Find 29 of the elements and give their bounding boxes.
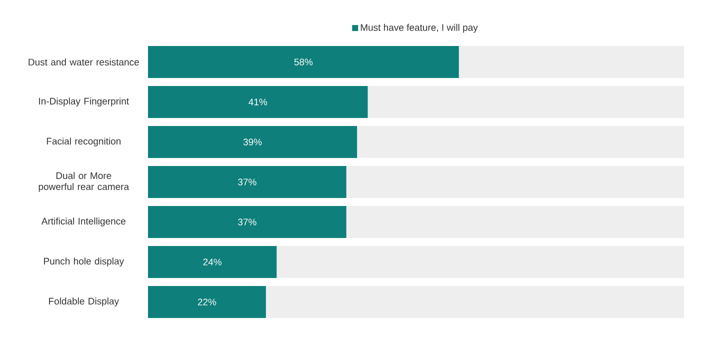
legend-label: Must have feature, I will pay [360, 24, 478, 33]
bar [276, 246, 684, 278]
y-tick-label: Facial recognition [46, 138, 121, 146]
data-label: 37% [238, 218, 256, 226]
bar [266, 286, 684, 318]
bar [148, 126, 358, 158]
bar [148, 246, 277, 278]
bar [148, 286, 266, 318]
data-label: 41% [248, 98, 268, 106]
bar [148, 46, 459, 78]
bar [346, 206, 684, 238]
y-tick-label: Punch hole display [44, 258, 124, 266]
data-label: 39% [243, 138, 262, 146]
y-tick-label: Artificial Intelligence [41, 218, 126, 226]
bar [346, 166, 684, 198]
data-label: 58% [294, 58, 313, 66]
data-label: 24% [203, 258, 222, 266]
bar [368, 86, 684, 118]
y-tick-label: In-Display Fingerprint [39, 98, 129, 106]
bar [458, 46, 684, 78]
bar [148, 86, 368, 118]
data-label: 22% [198, 298, 216, 306]
y-tick-label: Dust and water resistance [28, 58, 139, 66]
y-tick-label: Dual or More powerful rear camera [38, 172, 130, 192]
bar [357, 126, 684, 158]
bar [148, 206, 346, 238]
y-tick-label: Foldable Display [49, 298, 119, 306]
data-label: 37% [238, 178, 256, 186]
bar [148, 166, 346, 198]
